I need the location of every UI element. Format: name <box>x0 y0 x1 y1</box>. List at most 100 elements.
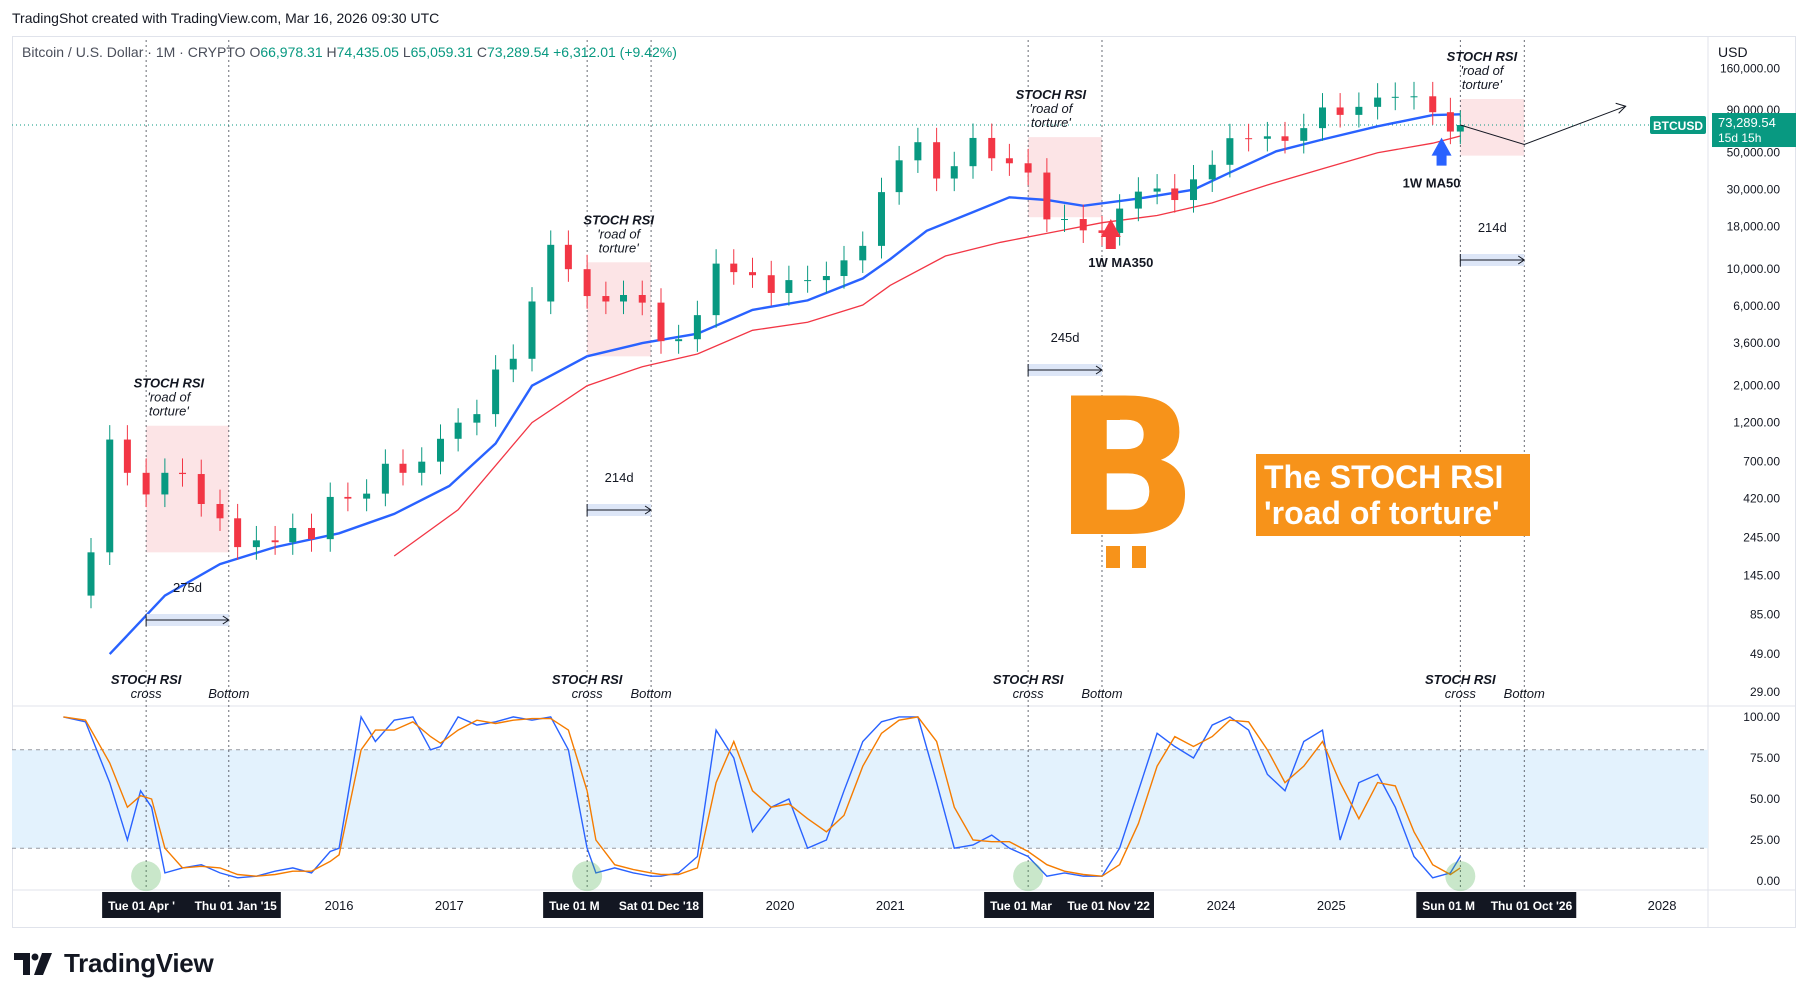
candle-body <box>1318 107 1326 129</box>
candle-body <box>179 472 187 475</box>
bitcoin-stroke <box>1106 546 1120 568</box>
zone-label-line3: torture' <box>599 240 640 255</box>
candle-body <box>1079 219 1087 231</box>
chart-frame <box>12 36 1796 928</box>
candle-body <box>583 269 591 297</box>
candle-body <box>252 540 260 548</box>
candle-body <box>1024 163 1032 173</box>
time-axis-cross-date: Tue 01 Mar <box>990 899 1052 913</box>
bitcoin-stroke <box>1132 546 1146 568</box>
time-axis-bottom-date: Thu 01 Oct '26 <box>1491 899 1573 913</box>
candle-body <box>1245 138 1253 140</box>
duration-label: 275d <box>173 580 202 595</box>
stoch-k-line <box>63 714 1461 879</box>
price-axis-tick: 85.00 <box>1750 607 1780 621</box>
stoch-cross-marker <box>131 861 162 892</box>
bitcoin-stroke <box>1106 398 1120 420</box>
candle-body <box>638 295 646 303</box>
candle-body <box>1355 106 1363 115</box>
time-axis-bottom-date: Thu 01 Jan '15 <box>195 899 278 913</box>
candle-body <box>399 463 407 473</box>
road-of-torture-zone <box>587 262 652 357</box>
stoch-cross-label: STOCH RSI <box>1425 672 1496 687</box>
zone-label-line1: STOCH RSI <box>1447 49 1518 64</box>
tradingview-logo[interactable]: TradingView <box>14 948 214 979</box>
stoch-axis-tick: 50.00 <box>1750 792 1780 806</box>
price-axis-tick: 30,000.00 <box>1727 183 1781 197</box>
stoch-axis-tick: 0.00 <box>1757 874 1781 888</box>
duration-range-arrow <box>644 505 652 515</box>
tradingview-logo-icon <box>14 952 52 975</box>
zone-label-line1: STOCH RSI <box>583 212 654 227</box>
open-label: O <box>249 44 261 60</box>
time-axis-tick: 2021 <box>876 898 905 913</box>
candle-body <box>804 280 812 282</box>
duration-label: 214d <box>605 470 634 485</box>
stoch-cross-label-2: cross <box>572 686 604 701</box>
candle-body <box>914 142 922 161</box>
candle-body <box>840 260 848 277</box>
currency-selector[interactable]: USD <box>1718 44 1748 60</box>
price-axis-tick: 50,000.00 <box>1727 146 1781 160</box>
candle-body <box>216 503 224 519</box>
price-axis-tick: 160,000.00 <box>1720 62 1780 76</box>
candle-body <box>106 439 114 553</box>
duration-range-arrow <box>1517 255 1526 265</box>
candle-body <box>950 166 958 179</box>
time-axis-cross-date: Sun 01 M <box>1422 899 1475 913</box>
candle-body <box>564 244 572 270</box>
candle-body <box>933 142 941 179</box>
candle-body <box>1446 112 1454 132</box>
duration-label: 214d <box>1478 220 1507 235</box>
stoch-cross-marker <box>1013 861 1044 892</box>
banner-title: The STOCH RSI <box>1264 459 1503 495</box>
candle-body <box>1134 191 1142 209</box>
projection-line <box>1460 105 1626 146</box>
candle-body <box>693 315 701 340</box>
candle-body <box>1374 97 1382 107</box>
candle-body <box>418 461 426 473</box>
duration-label: 245d <box>1051 330 1080 345</box>
stoch-d-line <box>63 716 1461 877</box>
duration-range-arrow <box>1095 365 1103 375</box>
bitcoin-glyph: B <box>1054 358 1199 579</box>
stoch-band <box>12 749 1708 849</box>
price-axis-tick: 6,000.00 <box>1733 299 1780 313</box>
candle-body <box>822 276 830 281</box>
bottom-label: Bottom <box>630 686 671 701</box>
zone-label-line1: STOCH RSI <box>1016 87 1087 102</box>
time-axis-cross-date: Tue 01 M <box>549 899 599 913</box>
zone-label-line3: torture' <box>149 404 190 419</box>
candle-body <box>1116 208 1124 233</box>
bottom-label: Bottom <box>1504 686 1545 701</box>
banner-subtitle: 'road of torture' <box>1264 495 1500 531</box>
time-axis-tick: 2024 <box>1207 898 1236 913</box>
high-label: H <box>326 44 337 60</box>
candle-body <box>161 472 169 495</box>
stoch-axis-tick: 25.00 <box>1750 833 1780 847</box>
candle-body <box>381 463 389 494</box>
price-axis-tick: 145.00 <box>1743 569 1780 583</box>
price-tag-value: 73,289.54 <box>1718 115 1776 130</box>
candle-body <box>1456 125 1464 132</box>
low-value: 65,059.31 <box>410 44 473 60</box>
time-axis-bottom-date: Tue 01 Nov '22 <box>1067 899 1150 913</box>
candle-body <box>454 422 462 439</box>
candle-body <box>785 280 793 293</box>
change-value: +6,312.01 (+9.42%) <box>553 44 677 60</box>
price-axis-tick: 245.00 <box>1743 531 1780 545</box>
symbol-tag-label: BTCUSD <box>1653 119 1703 133</box>
candle-body <box>1281 136 1289 141</box>
stoch-cross-label: STOCH RSI <box>111 672 182 687</box>
time-axis-range-label <box>102 892 281 918</box>
candle-body <box>1171 188 1179 201</box>
time-axis-range-label <box>1416 892 1577 918</box>
ma50-line <box>108 113 1461 655</box>
symbol-name[interactable]: Bitcoin / U.S. Dollar · 1M · CRYPTO <box>22 44 246 60</box>
time-axis-tick: 2025 <box>1317 898 1346 913</box>
stoch-cross-label: STOCH RSI <box>993 672 1064 687</box>
candle-body <box>142 472 150 495</box>
candle-body <box>1429 96 1437 113</box>
candle-body <box>1005 158 1013 164</box>
